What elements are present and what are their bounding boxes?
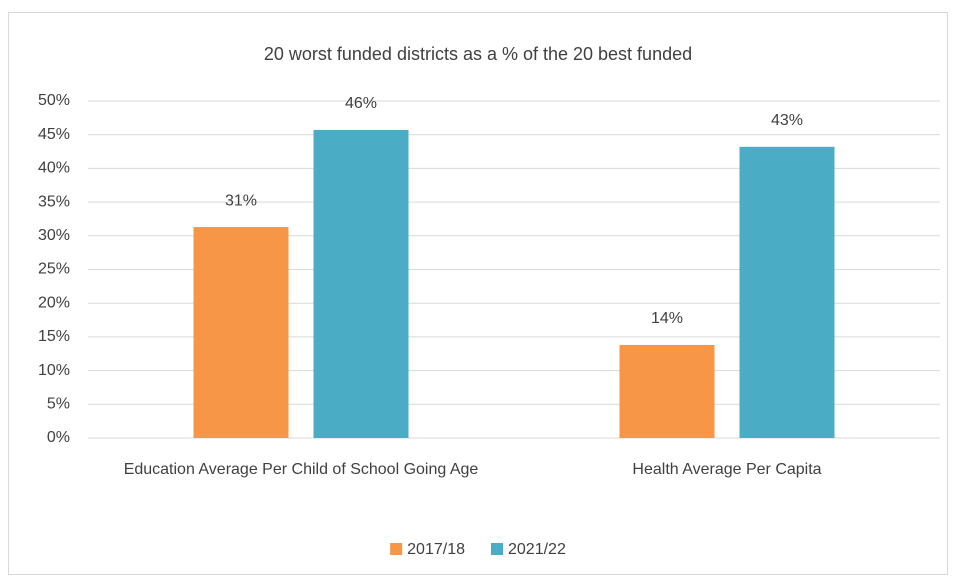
x-tick-label: Health Average Per Capita [632,461,821,478]
data-label: 14% [651,310,683,327]
bar [619,344,715,438]
y-tick-label: 40% [38,160,70,177]
bar [739,146,835,438]
y-tick-label: 50% [38,92,70,109]
y-tick-label: 45% [38,126,70,143]
legend-label: 2021/22 [508,541,566,558]
data-label: 46% [345,95,377,112]
bar [193,227,289,438]
bar [313,129,409,438]
y-tick-label: 10% [38,362,70,379]
data-label: 43% [771,112,803,129]
y-tick-label: 20% [38,294,70,311]
y-tick-label: 30% [38,227,70,244]
legend-swatch [491,543,503,555]
legend-label: 2017/18 [407,541,465,558]
y-tick-label: 35% [38,193,70,210]
legend: 2017/18 2021/22 [390,541,566,558]
y-tick-label: 5% [47,396,70,413]
x-tick-label: Education Average Per Child of School Go… [124,461,479,478]
legend-swatch [390,543,403,555]
y-tick-label: 15% [38,328,70,345]
data-label: 31% [225,192,257,209]
y-tick-label: 25% [38,261,70,278]
chart-title: 20 worst funded districts as a % of the … [264,44,692,64]
y-tick-label: 0% [47,429,70,446]
